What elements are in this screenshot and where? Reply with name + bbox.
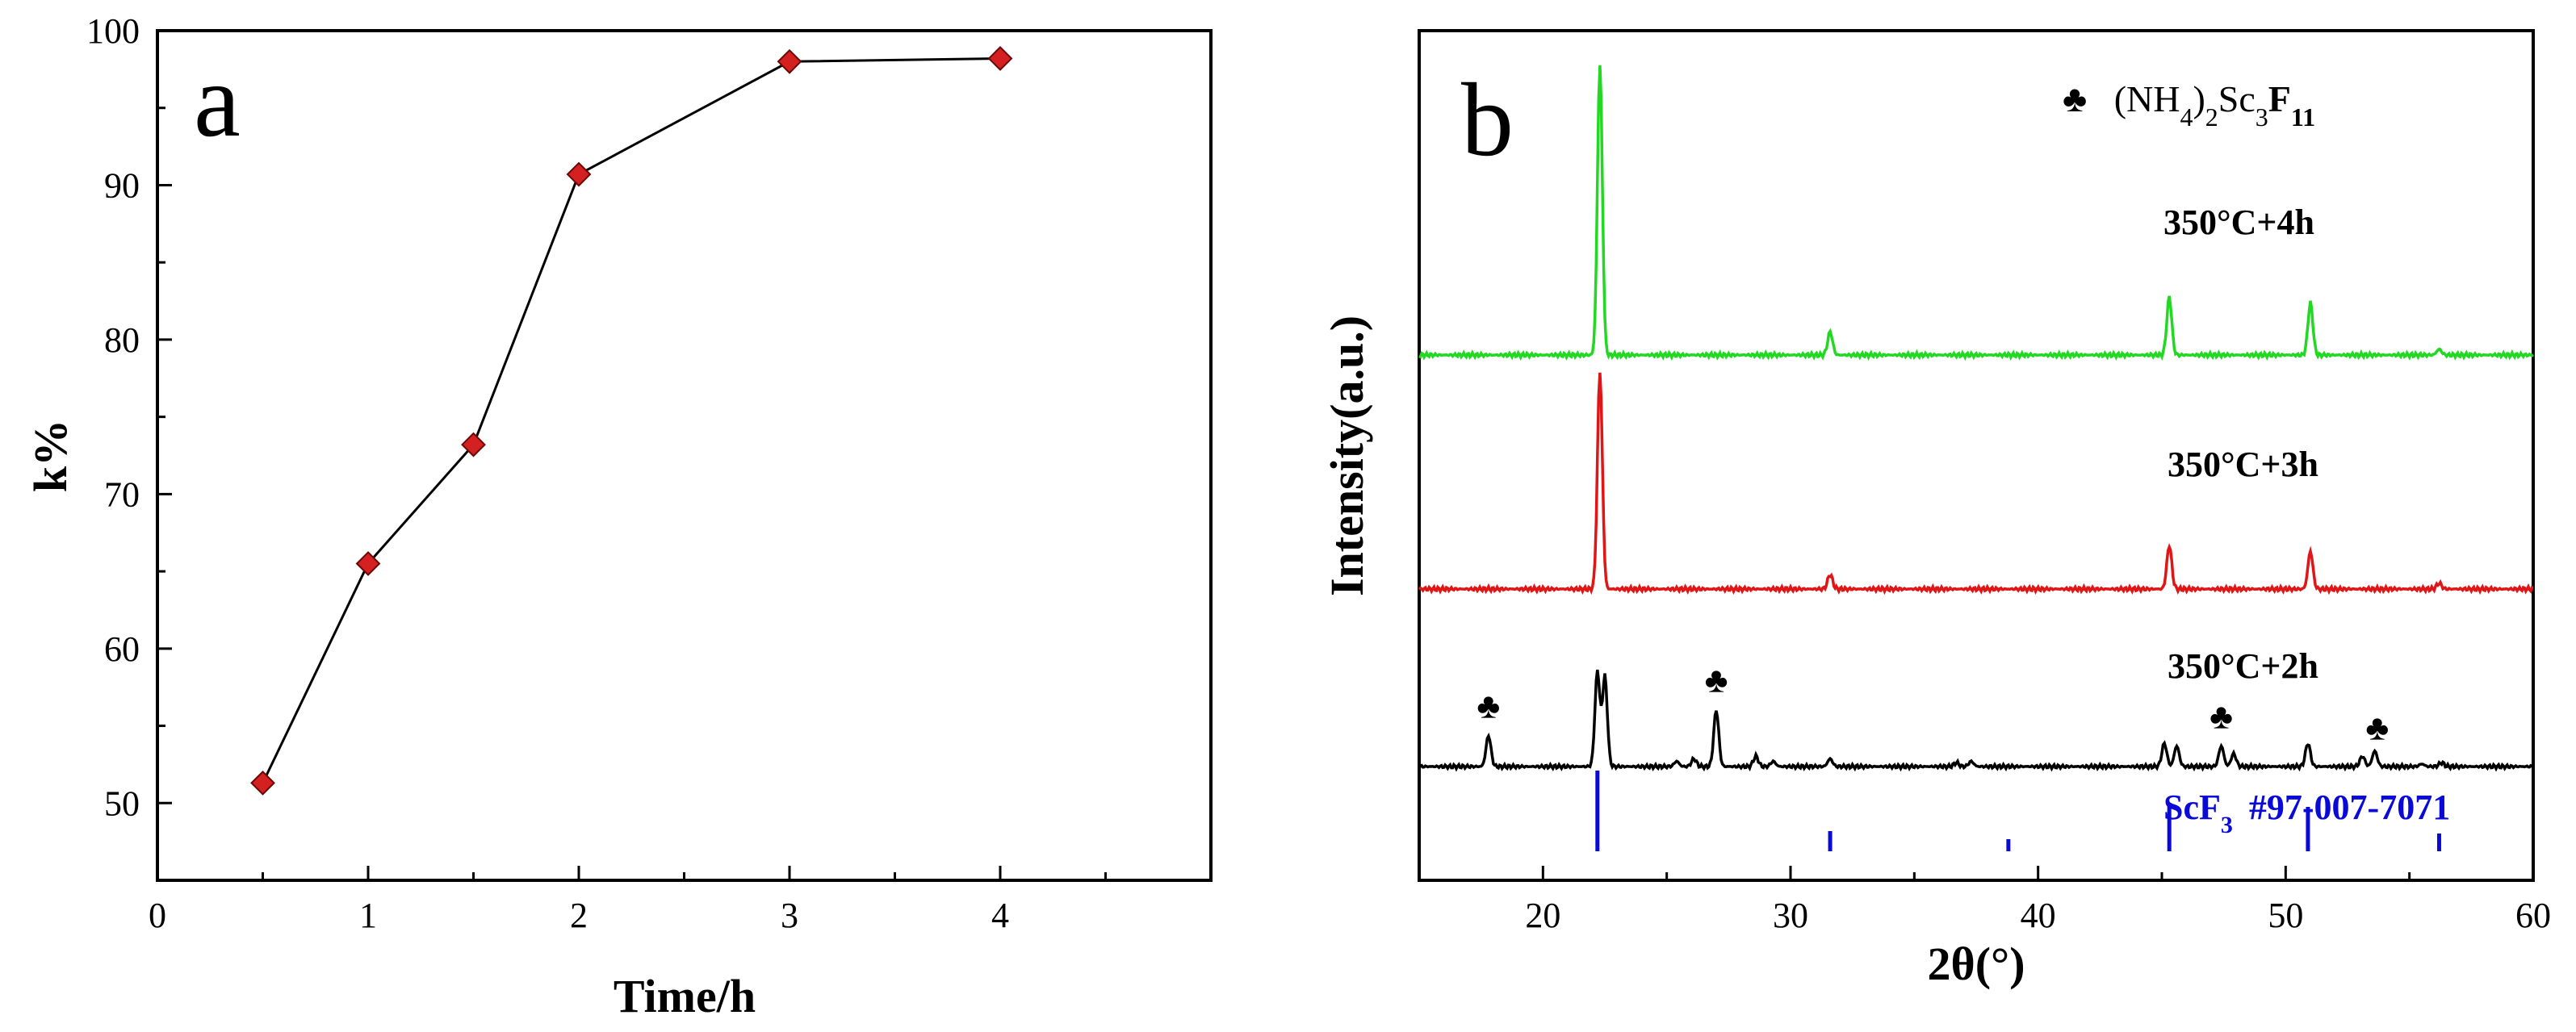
- series-label-2h: 350°C+2h: [2168, 646, 2318, 686]
- b-xtick-label: 50: [2268, 896, 2303, 935]
- club-marker-icon: ♣: [1476, 687, 1500, 726]
- club-marker-icon: ♣: [2209, 696, 2233, 736]
- chart-b-series: ♣ ♣ ♣ ♣: [1418, 65, 2535, 772]
- a-xtick-label: 4: [991, 896, 1009, 935]
- a-data-point: [777, 48, 802, 74]
- series-label-3h: 350°C+3h: [2168, 445, 2318, 484]
- a-ytick-label: 100: [86, 11, 140, 51]
- club-icon: ♣: [2063, 78, 2087, 119]
- chart-a-series: [250, 46, 1013, 796]
- b-xtick-label: 30: [1773, 896, 1808, 935]
- reference-label: ScF3 #97-007-7071: [2163, 788, 2450, 838]
- a-ytick-label: 90: [104, 165, 140, 205]
- a-xtick-label: 1: [359, 896, 377, 935]
- a-data-point: [461, 432, 486, 458]
- club-marker-icon: ♣: [1705, 661, 1728, 700]
- chart-a-ylabel: k%: [24, 420, 77, 492]
- b-xtick-label: 20: [1525, 896, 1560, 935]
- chart-b-reference: [1595, 771, 2441, 851]
- panel-label-a: a: [194, 43, 241, 159]
- chart-a-ticks: 0 1 2 3 4 50 60 70 80 90 100: [86, 11, 1107, 935]
- series-label-4h: 350°C+4h: [2163, 203, 2314, 242]
- chart-b-ylabel: Intensity(a.u.): [1321, 315, 1373, 596]
- a-ytick-label: 50: [104, 783, 140, 823]
- club-marker-icon: ♣: [2365, 708, 2389, 747]
- a-ytick-label: 60: [104, 629, 140, 669]
- a-data-point: [355, 551, 381, 576]
- panel-label-b: b: [1461, 62, 1514, 178]
- a-xtick-label: 2: [570, 896, 588, 935]
- chart-a-frame: [156, 29, 1213, 882]
- a-series-line: [262, 56, 1001, 784]
- chart-b-xlabel: 2θ(°): [1927, 938, 2025, 990]
- chart-a: 0 1 2 3 4 50 60 70 80 90 100 a Time/h k%: [24, 11, 1213, 1022]
- chart-b: 20 30 40 50 60 ♣ ♣ ♣ ♣ b ♣ (NH4)2Sc3F11 350°C+4…: [1321, 29, 2551, 990]
- a-xtick-label: 3: [781, 896, 798, 935]
- b-series-line: [1418, 65, 2534, 361]
- b-series-line: [1418, 372, 2534, 595]
- chart-b-ticks: 20 30 40 50 60: [1418, 866, 2551, 935]
- a-ytick-label: 70: [104, 474, 140, 514]
- chart-b-legend: ♣ (NH4)2Sc3F11: [2063, 78, 2315, 132]
- b-xtick-label: 60: [2515, 896, 2551, 935]
- a-data-point: [566, 161, 592, 187]
- a-data-point: [250, 770, 275, 796]
- a-ytick-label: 80: [104, 320, 140, 360]
- b-xtick-label: 40: [2021, 896, 2056, 935]
- a-data-point: [987, 46, 1013, 71]
- a-xtick-label: 0: [149, 896, 166, 935]
- chart-a-xlabel: Time/h: [614, 970, 756, 1022]
- chart-b-frame: [1418, 29, 2535, 882]
- b-series-line: [1418, 669, 2535, 772]
